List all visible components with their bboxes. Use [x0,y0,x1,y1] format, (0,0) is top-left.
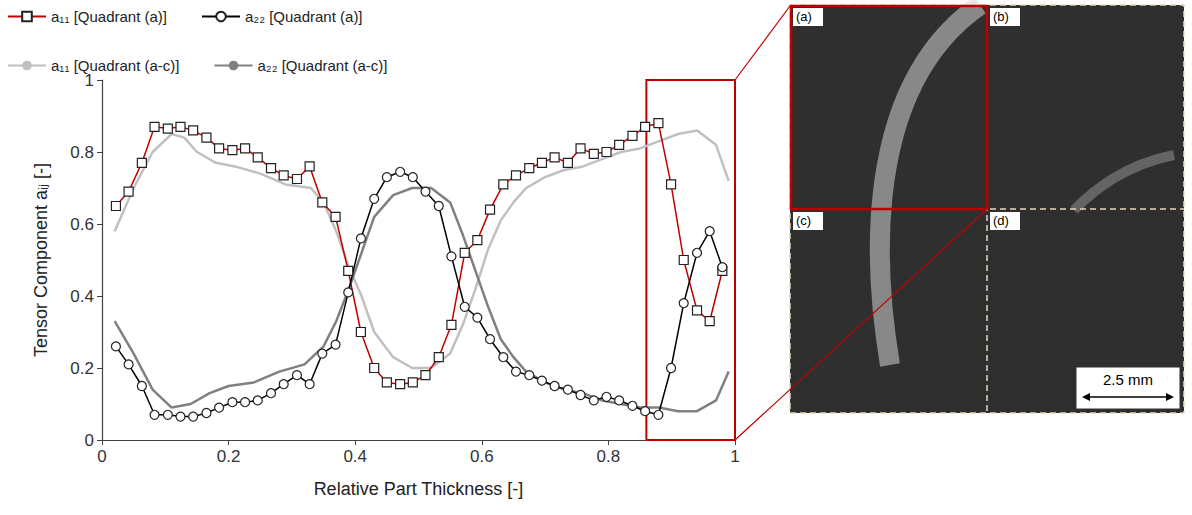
svg-text:a₂₂ [Quadrant (a-c)]: a₂₂ [Quadrant (a-c)] [258,57,388,74]
svg-text:a₂₂ [Quadrant (a)]: a₂₂ [Quadrant (a)] [245,8,363,25]
svg-text:0.2: 0.2 [217,447,241,466]
svg-text:0.4: 0.4 [343,447,367,466]
svg-text:0: 0 [85,431,94,450]
svg-text:a₁₁ [Quadrant (a-c)]: a₁₁ [Quadrant (a-c)] [51,57,180,74]
svg-text:0.4: 0.4 [70,287,94,306]
svg-text:(a): (a) [796,9,812,24]
svg-text:Relative Part Thickness [-]: Relative Part Thickness [-] [314,479,524,499]
svg-text:0.6: 0.6 [70,215,94,234]
svg-text:1: 1 [730,447,739,466]
svg-text:0.2: 0.2 [70,359,94,378]
svg-text:(b): (b) [993,9,1009,24]
svg-text:0.8: 0.8 [70,143,94,162]
svg-text:0.6: 0.6 [470,447,494,466]
svg-text:1: 1 [84,70,94,90]
svg-text:2.5 mm: 2.5 mm [1103,371,1153,388]
svg-text:(d): (d) [993,213,1009,228]
svg-text:(c): (c) [796,213,811,228]
svg-text:a₁₁ [Quadrant (a)]: a₁₁ [Quadrant (a)] [51,8,167,25]
svg-text:0.8: 0.8 [597,447,621,466]
svg-text:Tensor Component aᵢⱼ [-]: Tensor Component aᵢⱼ [-] [31,163,51,357]
svg-text:0: 0 [97,447,106,466]
